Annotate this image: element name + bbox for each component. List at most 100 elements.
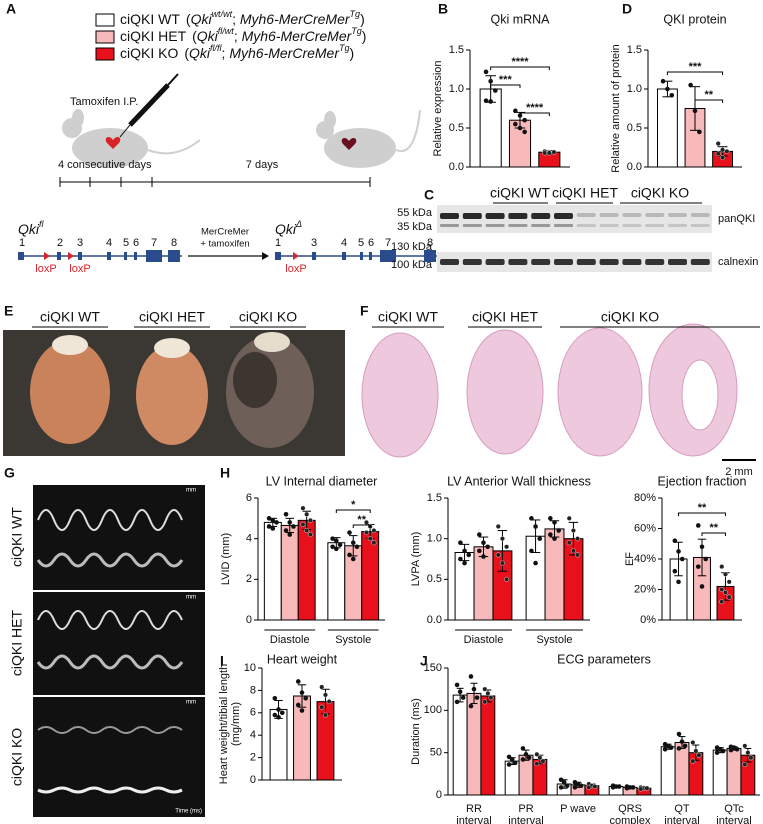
data-point bbox=[506, 754, 512, 760]
data-point bbox=[529, 516, 534, 521]
bar bbox=[544, 528, 565, 621]
band bbox=[440, 213, 459, 219]
y-tick-label: 40% bbox=[634, 553, 656, 565]
data-point bbox=[485, 690, 491, 696]
data-point bbox=[715, 151, 721, 157]
histology bbox=[361, 323, 738, 458]
significance-label: ** bbox=[705, 89, 714, 101]
band bbox=[440, 259, 459, 265]
text-part: Myh6-MerCreMer bbox=[240, 11, 351, 27]
bar bbox=[466, 692, 482, 796]
arrow-label: MerCreMer bbox=[201, 227, 249, 238]
error-bar bbox=[470, 682, 478, 705]
band bbox=[462, 224, 482, 227]
text-part: ciQKI WT bbox=[120, 11, 180, 27]
mw-marker: 130 kDa bbox=[391, 241, 433, 253]
data-point bbox=[724, 148, 730, 154]
heart-photo bbox=[3, 330, 345, 456]
data-point bbox=[695, 564, 701, 569]
significance-bracket bbox=[694, 99, 724, 103]
text-part: ciQKI HET bbox=[120, 28, 187, 44]
data-point bbox=[690, 740, 696, 746]
echo-images bbox=[33, 485, 205, 817]
significance-label: ** bbox=[357, 514, 366, 526]
data-point bbox=[274, 520, 279, 525]
band bbox=[599, 213, 619, 217]
data-point bbox=[513, 121, 518, 127]
y-axis-label: Heart weight/tibial length(mg/mm) bbox=[218, 664, 242, 784]
text-part: ) bbox=[350, 45, 355, 61]
significance-label: **** bbox=[511, 56, 529, 68]
y-axis-label: Relative expression bbox=[432, 61, 444, 157]
data-point bbox=[506, 762, 512, 767]
data-point bbox=[692, 108, 698, 114]
panel-label: I bbox=[220, 653, 224, 669]
data-point bbox=[630, 785, 636, 790]
text-part: Qki bbox=[191, 11, 213, 27]
data-point bbox=[477, 548, 482, 554]
y-tick-label: 1.0 bbox=[627, 83, 642, 95]
arrow-label: + tamoxifen bbox=[200, 239, 249, 250]
data-point bbox=[540, 758, 546, 764]
data-point bbox=[665, 86, 670, 92]
significance-bracket bbox=[666, 71, 724, 75]
heart-label: ciQKI WT bbox=[40, 309, 100, 325]
y-tick-label: 6 bbox=[250, 707, 256, 719]
syringe bbox=[119, 73, 179, 138]
text-part: ( bbox=[192, 28, 197, 44]
floxed-allele bbox=[18, 250, 182, 262]
data-point bbox=[537, 536, 543, 541]
band bbox=[440, 224, 459, 227]
text-part: fl bbox=[39, 219, 45, 229]
band bbox=[599, 259, 619, 265]
blot-target: panQKI bbox=[718, 213, 755, 225]
legend-swatch bbox=[95, 30, 115, 44]
data-point bbox=[688, 82, 693, 88]
y-tick-label: 0 bbox=[436, 789, 442, 801]
data-point bbox=[719, 599, 725, 605]
band bbox=[668, 259, 687, 265]
band bbox=[485, 224, 505, 227]
data-point bbox=[334, 538, 339, 543]
exon-number: 4 bbox=[106, 237, 112, 249]
data-point bbox=[488, 78, 493, 84]
data-point bbox=[672, 568, 678, 574]
data-point bbox=[722, 590, 728, 596]
data-point bbox=[347, 530, 352, 535]
y-tick-label: 150 bbox=[424, 662, 442, 674]
data-point bbox=[291, 524, 296, 529]
text-part: Myh6-MerCreMer bbox=[242, 28, 353, 44]
text-part: Qki bbox=[189, 45, 211, 61]
data-point bbox=[558, 785, 564, 790]
data-point bbox=[570, 528, 576, 534]
significance-label: *** bbox=[689, 61, 703, 73]
y-tick-label: 1.0 bbox=[449, 83, 464, 95]
y-tick-label: 2 bbox=[246, 573, 252, 585]
data-point bbox=[610, 785, 616, 790]
data-point bbox=[720, 147, 726, 153]
data-point bbox=[509, 757, 515, 762]
y-tick-label: 6 bbox=[246, 492, 252, 504]
text-part: Δ bbox=[295, 219, 302, 229]
data-point bbox=[350, 540, 356, 546]
data-point bbox=[517, 125, 523, 131]
mw-marker: 55 kDa bbox=[397, 207, 433, 219]
data-point bbox=[300, 505, 306, 511]
data-point bbox=[522, 117, 527, 123]
data-point bbox=[330, 536, 335, 541]
data-point bbox=[457, 689, 463, 695]
bar bbox=[657, 88, 678, 168]
heart-label: ciQKI HET bbox=[139, 309, 206, 325]
data-point bbox=[504, 544, 510, 550]
data-point bbox=[669, 92, 675, 98]
data-point bbox=[533, 560, 538, 566]
data-point bbox=[471, 686, 477, 692]
data-point bbox=[307, 532, 313, 538]
data-point bbox=[742, 762, 748, 768]
significance-label: *** bbox=[499, 74, 513, 86]
y-axis-label: LVID (mm) bbox=[220, 533, 232, 585]
data-point bbox=[638, 786, 644, 792]
data-point bbox=[363, 530, 369, 536]
band bbox=[599, 224, 619, 227]
